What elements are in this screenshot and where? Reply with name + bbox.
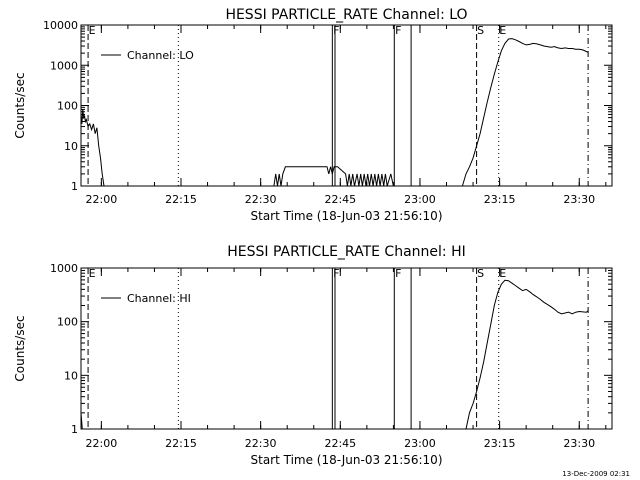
- panel-2-xtick-label: 23:15: [484, 437, 516, 450]
- panel-2-series-line-1: [80, 412, 83, 430]
- panel-1-ytick-label: 1: [71, 180, 78, 193]
- panel-1-xtick-label: 23:00: [404, 193, 436, 206]
- panel-1-xtick-label: 22:30: [245, 193, 277, 206]
- panel-2-xlabel: Start Time (18-Jun-03 21:56:10): [251, 453, 443, 467]
- panel-2-legend-label: Channel: HI: [127, 292, 191, 305]
- panel-1-ytick-label: 100: [57, 100, 78, 113]
- panel-2-ytick-label: 1000: [50, 262, 78, 275]
- panel-2-event-marker-label: F: [395, 267, 401, 280]
- panel-2-event-marker-label: F: [333, 267, 339, 280]
- panel-1-ytick-label: 10: [64, 140, 78, 153]
- panel-2-series-line-2: [465, 279, 589, 430]
- panel-1-ylabel: Counts/sec: [13, 72, 27, 138]
- panel-1-event-marker-label: E: [89, 24, 96, 37]
- panel-2-xtick-label: 22:00: [86, 437, 118, 450]
- panel-1-xtick-label: 23:15: [484, 193, 516, 206]
- panel-2-title: HESSI PARTICLE_RATE Channel: HI: [227, 244, 465, 260]
- panel-1-xlabel: Start Time (18-Jun-03 21:56:10): [251, 209, 443, 223]
- panel-2-event-marker-label: E: [89, 267, 96, 280]
- panel-1-xtick-label: 23:30: [563, 193, 595, 206]
- panel-1-event-marker-label: S: [477, 24, 484, 37]
- panel-1-series-line-2: [273, 166, 394, 187]
- panel-2-ytick-label: 1: [71, 423, 78, 436]
- panel-1-event-marker-label: E: [499, 24, 506, 37]
- panel-2-ylabel: Counts/sec: [13, 315, 27, 381]
- panel-2-ytick-label: 10: [64, 369, 78, 382]
- panel-2-xtick-label: 23:00: [404, 437, 436, 450]
- panel-1-xtick-label: 22:00: [86, 193, 118, 206]
- panel-2-plot-frame: [80, 267, 613, 430]
- panel-1-xtick-label: 22:45: [324, 193, 356, 206]
- panel-1-ytick-label: 10000: [43, 19, 78, 32]
- panel-2-xtick-label: 23:30: [563, 437, 595, 450]
- panel-1-title: HESSI PARTICLE_RATE Channel: LO: [225, 7, 467, 23]
- panel-2-event-marker-label: S: [477, 267, 484, 280]
- panel-1-xtick-label: 22:15: [165, 193, 197, 206]
- panel-1-ytick-label: 1000: [50, 59, 78, 72]
- panel-1-series-line-1: [80, 109, 105, 187]
- panel-2-ytick-label: 100: [57, 316, 78, 329]
- footer-timestamp: 13-Dec-2009 02:31: [562, 470, 630, 478]
- panel-1-legend-label: Channel: LO: [127, 49, 194, 62]
- panel-2-xtick-label: 22:15: [165, 437, 197, 450]
- panel-1-series-line-3: [461, 38, 589, 187]
- panel-1-event-marker-label: F: [333, 24, 339, 37]
- panel-2-xtick-label: 22:45: [324, 437, 356, 450]
- panel-1-event-marker-label: F: [395, 24, 401, 37]
- panel-2-xtick-label: 22:30: [245, 437, 277, 450]
- panel-2-event-marker-label: E: [499, 267, 506, 280]
